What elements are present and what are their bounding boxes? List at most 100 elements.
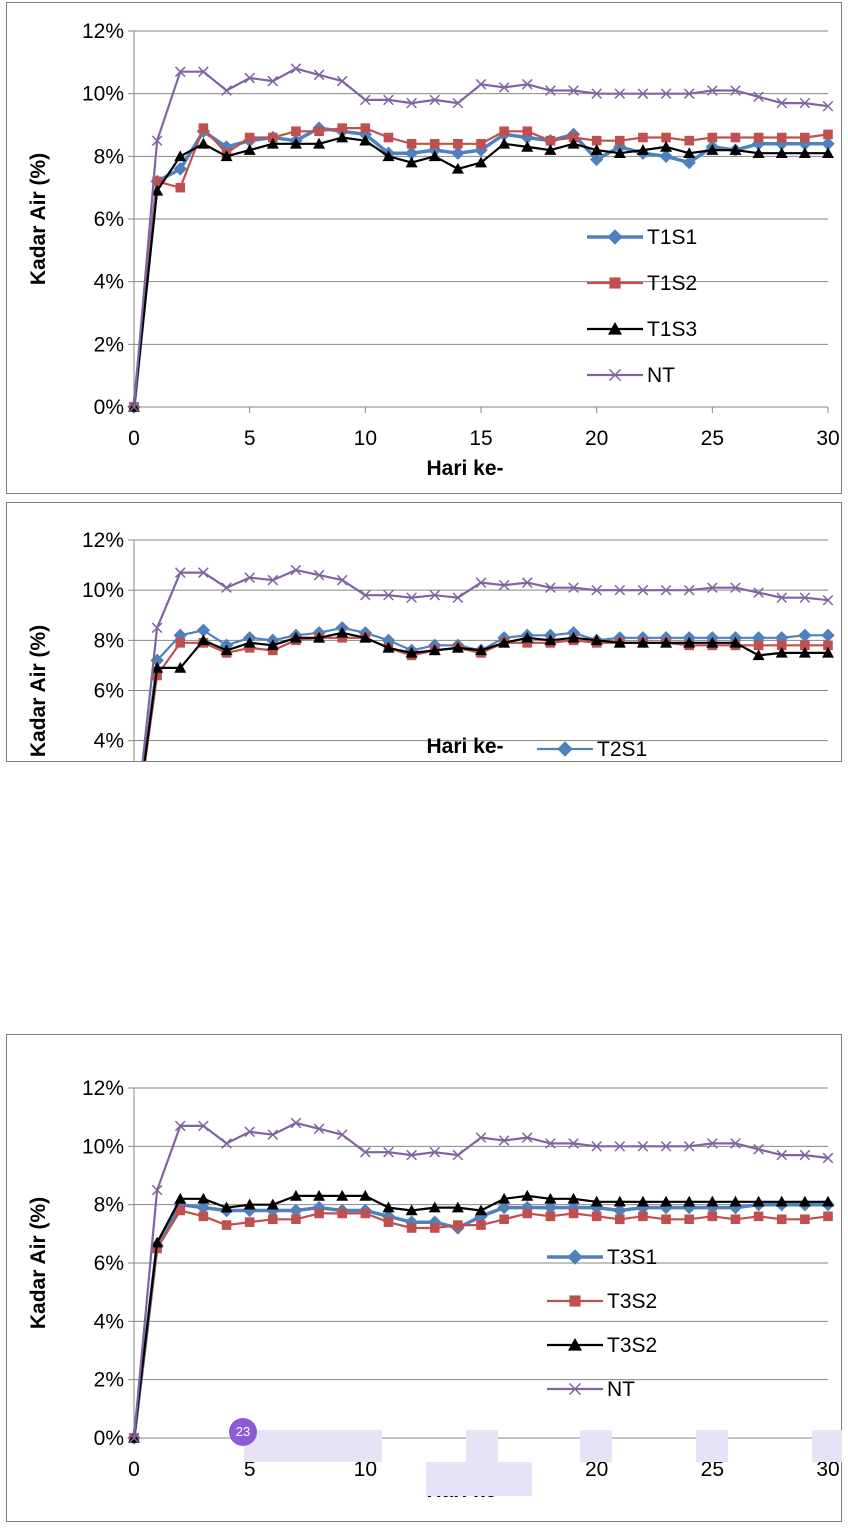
data-point: [776, 592, 788, 604]
series-line: [132, 127, 829, 408]
data-point: [590, 634, 603, 646]
data-point: [198, 123, 209, 133]
data-point: [290, 564, 302, 576]
data-point: [198, 1211, 209, 1222]
data-point: [822, 646, 834, 658]
data-point: [776, 1214, 787, 1225]
data-point: [406, 1149, 417, 1161]
data-point: [383, 589, 394, 601]
data-point: [521, 577, 533, 588]
data-point: [497, 1200, 511, 1215]
data-point: [776, 1149, 788, 1161]
y-tick-label: 4%: [94, 1310, 124, 1333]
data-point: [660, 584, 672, 596]
data-point: [291, 126, 301, 137]
legend-label: NT: [647, 364, 675, 387]
data-point: [383, 1146, 394, 1158]
x-tick-label: 25: [701, 1458, 724, 1481]
data-point: [360, 123, 371, 133]
data-point: [613, 147, 626, 158]
data-point: [220, 150, 233, 162]
data-point: [822, 100, 834, 112]
data-point: [799, 592, 811, 604]
data-point: [730, 1138, 741, 1149]
data-point: [498, 636, 511, 648]
data-point: [683, 1141, 695, 1152]
data-point: [198, 66, 209, 78]
data-point: [683, 584, 695, 596]
data-point: [268, 132, 278, 143]
data-point: [266, 1198, 279, 1210]
y-tick-label: 6%: [94, 680, 124, 703]
x-tick-label: 10: [354, 427, 377, 450]
data-point: [266, 639, 279, 651]
data-point: [406, 139, 417, 149]
data-point: [197, 137, 210, 149]
data-point: [707, 582, 718, 593]
data-point: [545, 135, 556, 146]
data-point: [405, 1204, 418, 1216]
data-point: [613, 1195, 626, 1207]
data-point: [591, 135, 602, 146]
series-nt: [128, 1117, 834, 1444]
y-tick-label: 2%: [94, 333, 124, 356]
data-point: [313, 137, 326, 149]
data-point: [660, 1195, 673, 1207]
data-point: [291, 1214, 301, 1225]
legend-marker: [567, 1249, 583, 1265]
annotation-badge[interactable]: 23: [229, 1418, 257, 1446]
data-point: [567, 137, 580, 149]
data-point: [429, 1223, 440, 1233]
data-point: [174, 661, 187, 673]
data-point: [799, 97, 811, 109]
data-point: [753, 1143, 764, 1155]
y-tick-label: 4%: [94, 730, 124, 753]
data-point: [545, 1138, 556, 1149]
data-point: [383, 1217, 394, 1227]
data-point: [429, 589, 441, 601]
data-point: [382, 1201, 395, 1213]
data-point: [336, 1129, 348, 1140]
data-point: [336, 574, 348, 586]
data-point: [776, 97, 788, 109]
data-point: [800, 132, 810, 143]
y-tick-label: 8%: [94, 629, 124, 652]
series-t1s3: [128, 131, 834, 412]
data-point: [752, 649, 765, 661]
legend-item: NT: [547, 1378, 635, 1401]
data-point: [451, 641, 464, 653]
highlight-tick-25: [696, 1430, 728, 1462]
legend-label: NT: [607, 1378, 635, 1401]
data-point: [429, 139, 440, 149]
legend-item: T2S1: [537, 738, 647, 761]
data-point: [638, 132, 648, 143]
data-point: [753, 587, 764, 599]
data-point: [683, 147, 696, 158]
series-line: [132, 136, 828, 408]
x-axis-title: Hari ke-: [426, 457, 503, 480]
series-nt: [141, 564, 834, 761]
data-point: [568, 1138, 579, 1149]
data-point: [198, 1120, 209, 1132]
highlight-tick-15: [466, 1430, 498, 1462]
data-point: [591, 584, 602, 596]
data-point: [313, 1123, 325, 1135]
legend-marker: [557, 741, 573, 757]
data-point: [684, 135, 694, 146]
data-point: [589, 152, 604, 167]
data-point: [615, 135, 625, 146]
data-point: [590, 1195, 603, 1207]
data-point: [383, 132, 394, 143]
legend-label: T3S2: [607, 1290, 657, 1313]
data-point: [475, 644, 487, 656]
data-point: [359, 134, 372, 146]
data-point: [151, 184, 164, 196]
data-point: [313, 69, 325, 81]
data-point: [707, 1138, 718, 1149]
data-point: [544, 1192, 557, 1204]
data-point: [821, 628, 835, 643]
data-point: [290, 1117, 302, 1129]
data-point: [360, 1146, 371, 1158]
